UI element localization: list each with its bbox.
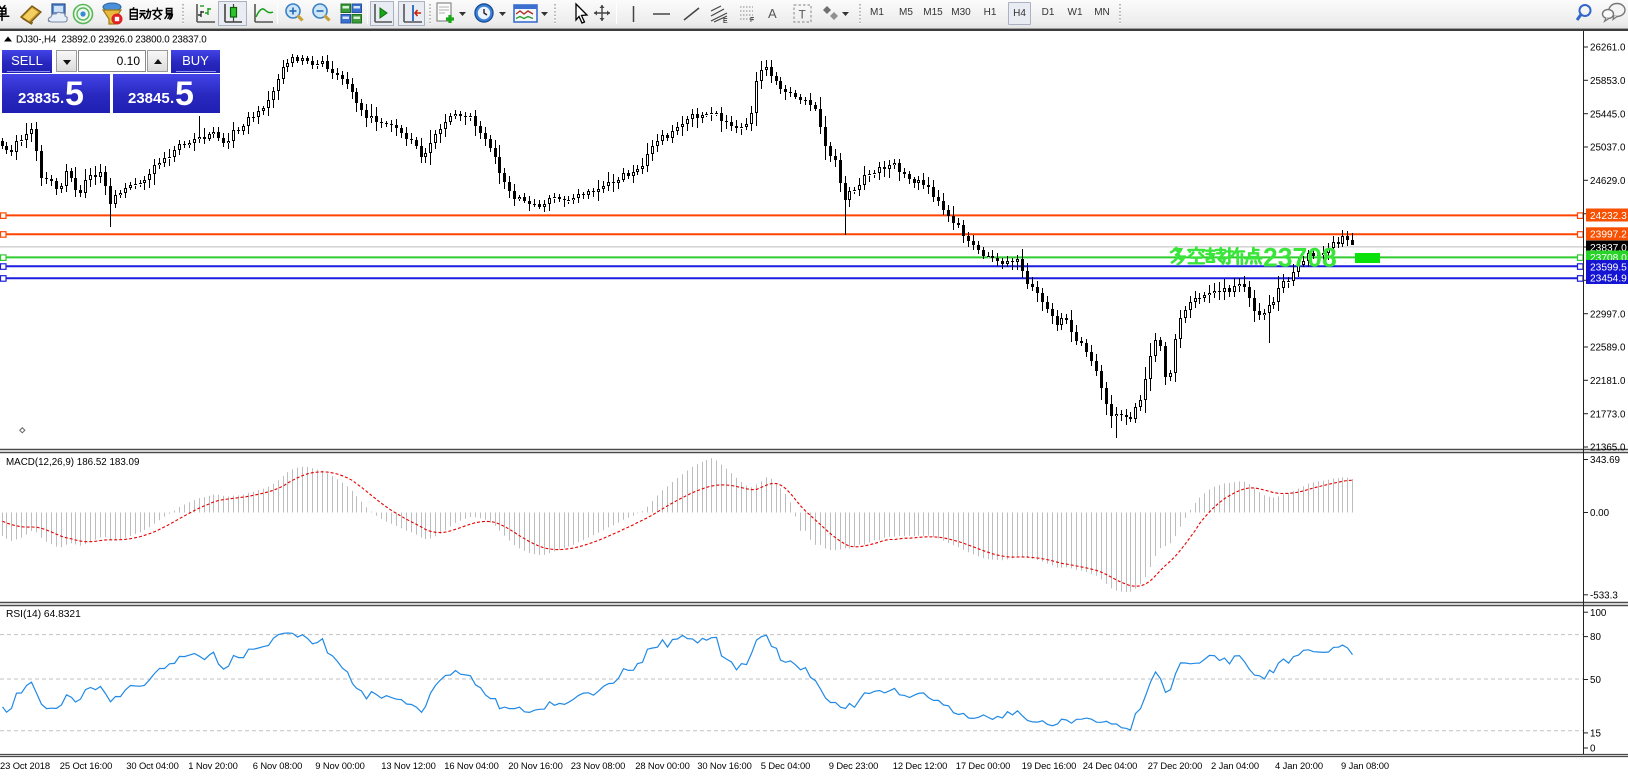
svg-text:100: 100 — [1590, 608, 1607, 619]
svg-text:17 Dec 00:00: 17 Dec 00:00 — [956, 760, 1011, 771]
svg-text:25853.0: 25853.0 — [1590, 76, 1626, 87]
svg-text:1 Nov 20:00: 1 Nov 20:00 — [188, 760, 237, 771]
svg-text:T: T — [799, 8, 807, 22]
svg-text:30 Nov 16:00: 30 Nov 16:00 — [697, 760, 752, 771]
svg-text:6 Nov 08:00: 6 Nov 08:00 — [253, 760, 302, 771]
svg-text:23 Nov 08:00: 23 Nov 08:00 — [571, 760, 626, 771]
svg-text:MACD(12,26,9) 186.52 183.09: MACD(12,26,9) 186.52 183.09 — [6, 457, 139, 468]
svg-text:23708.0: 23708.0 — [1590, 253, 1627, 264]
svg-text:25 Oct 16:00: 25 Oct 16:00 — [60, 760, 112, 771]
svg-text:24232.3: 24232.3 — [1590, 211, 1627, 222]
svg-text:0: 0 — [1590, 744, 1596, 755]
svg-text:E: E — [723, 18, 728, 25]
svg-text:15: 15 — [1590, 729, 1601, 740]
svg-text:13 Nov 12:00: 13 Nov 12:00 — [381, 760, 436, 771]
svg-text:0.00: 0.00 — [1590, 508, 1610, 519]
svg-text:26261.0: 26261.0 — [1590, 43, 1626, 54]
svg-text:343.69: 343.69 — [1590, 455, 1620, 466]
svg-text:12 Dec 12:00: 12 Dec 12:00 — [893, 760, 948, 771]
svg-text:9 Nov 00:00: 9 Nov 00:00 — [315, 760, 364, 771]
svg-text:24 Dec 04:00: 24 Dec 04:00 — [1083, 760, 1138, 771]
svg-text:23997.2: 23997.2 — [1590, 230, 1627, 241]
svg-text:DJ30-,H4 23892.0 23926.0 2380: DJ30-,H4 23892.0 23926.0 23800.0 23837.0 — [16, 35, 207, 46]
svg-text:-533.3: -533.3 — [1590, 590, 1618, 601]
svg-text:23837.0: 23837.0 — [1590, 243, 1627, 254]
svg-text:28 Nov 00:00: 28 Nov 00:00 — [635, 760, 690, 771]
svg-text:50: 50 — [1590, 675, 1601, 686]
svg-text:23599.5: 23599.5 — [1590, 262, 1627, 273]
svg-text:F: F — [750, 17, 754, 24]
svg-text:25037.0: 25037.0 — [1590, 143, 1626, 154]
svg-text:27 Dec 20:00: 27 Dec 20:00 — [1148, 760, 1203, 771]
svg-text:22589.0: 22589.0 — [1590, 343, 1626, 354]
svg-text:20 Nov 16:00: 20 Nov 16:00 — [508, 760, 563, 771]
svg-text:19 Dec 16:00: 19 Dec 16:00 — [1022, 760, 1077, 771]
svg-text:24629.0: 24629.0 — [1590, 176, 1626, 187]
svg-text:21365.0: 21365.0 — [1590, 443, 1626, 454]
svg-text:9 Dec 23:00: 9 Dec 23:00 — [829, 760, 878, 771]
svg-text:22181.0: 22181.0 — [1590, 376, 1626, 387]
svg-text:30 Oct 04:00: 30 Oct 04:00 — [126, 760, 178, 771]
svg-text:25445.0: 25445.0 — [1590, 109, 1626, 120]
svg-text:23 Oct 2018: 23 Oct 2018 — [0, 760, 50, 771]
svg-text:21773.0: 21773.0 — [1590, 409, 1626, 420]
svg-text:RSI(14) 64.8321: RSI(14) 64.8321 — [6, 609, 81, 620]
svg-text:16 Nov 04:00: 16 Nov 04:00 — [444, 760, 499, 771]
svg-text:23454.9: 23454.9 — [1590, 273, 1627, 284]
svg-text:22997.0: 22997.0 — [1590, 309, 1626, 320]
svg-text:4 Jan 20:00: 4 Jan 20:00 — [1275, 760, 1323, 771]
svg-text:23708: 23708 — [1263, 243, 1337, 273]
svg-text:9 Jan 08:00: 9 Jan 08:00 — [1341, 760, 1389, 771]
svg-text:5 Dec 04:00: 5 Dec 04:00 — [761, 760, 810, 771]
svg-text:A: A — [768, 6, 777, 21]
svg-text:80: 80 — [1590, 632, 1601, 643]
svg-text:2 Jan 04:00: 2 Jan 04:00 — [1211, 760, 1259, 771]
